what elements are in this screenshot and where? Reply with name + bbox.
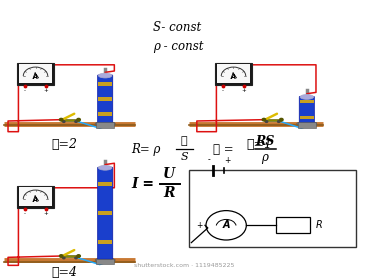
Bar	[98, 241, 112, 244]
Circle shape	[75, 257, 77, 259]
Circle shape	[77, 255, 80, 257]
Text: +: +	[224, 156, 230, 165]
Circle shape	[265, 121, 268, 122]
Text: -: -	[24, 88, 26, 93]
Bar	[98, 97, 112, 101]
Bar	[217, 64, 250, 83]
Circle shape	[60, 255, 63, 257]
Text: R= ρ: R= ρ	[131, 143, 160, 156]
Ellipse shape	[95, 122, 115, 126]
Text: ρ: ρ	[261, 151, 268, 164]
Text: -: -	[24, 211, 26, 216]
Bar	[98, 112, 112, 116]
FancyBboxPatch shape	[98, 75, 113, 123]
Text: -: -	[222, 88, 224, 93]
Bar	[17, 63, 54, 85]
Text: RS: RS	[255, 135, 274, 148]
Text: +: +	[241, 88, 246, 93]
Text: A: A	[33, 197, 38, 203]
Text: S- const: S- const	[153, 21, 201, 34]
Text: ℓ=1: ℓ=1	[246, 138, 272, 151]
FancyBboxPatch shape	[299, 96, 314, 123]
Text: S: S	[180, 151, 188, 162]
Text: ℓ=4: ℓ=4	[52, 266, 78, 279]
Bar	[19, 64, 52, 83]
Circle shape	[77, 118, 80, 121]
Bar	[190, 171, 356, 247]
Bar	[264, 119, 282, 121]
Text: -: -	[208, 156, 210, 165]
Circle shape	[262, 118, 266, 121]
Text: U: U	[163, 167, 176, 181]
Ellipse shape	[95, 258, 115, 262]
Circle shape	[63, 121, 65, 122]
Text: A: A	[222, 220, 230, 230]
Bar	[61, 119, 79, 121]
Text: +: +	[43, 88, 48, 93]
Bar	[300, 116, 314, 119]
Bar	[298, 122, 316, 128]
Ellipse shape	[98, 165, 112, 170]
Text: +: +	[43, 211, 48, 216]
Circle shape	[277, 121, 280, 122]
Text: R: R	[316, 220, 323, 230]
Text: R: R	[164, 186, 175, 200]
Ellipse shape	[98, 73, 112, 78]
Text: +: +	[196, 221, 202, 230]
Text: -: -	[252, 221, 255, 230]
Bar	[98, 82, 112, 86]
Ellipse shape	[300, 95, 314, 99]
FancyBboxPatch shape	[98, 167, 113, 259]
Text: ℓ =: ℓ =	[213, 143, 234, 156]
Text: A: A	[33, 74, 38, 80]
Text: ρ - const: ρ - const	[153, 40, 204, 53]
Circle shape	[280, 118, 283, 121]
Circle shape	[60, 118, 63, 121]
Text: ℓ: ℓ	[181, 136, 187, 146]
Bar	[276, 217, 310, 233]
Circle shape	[63, 257, 65, 259]
Bar	[61, 255, 79, 257]
Bar	[96, 259, 114, 264]
Bar	[98, 182, 112, 186]
Ellipse shape	[297, 122, 317, 126]
Text: I =: I =	[131, 177, 154, 191]
Circle shape	[75, 121, 77, 122]
Bar	[215, 63, 252, 85]
Bar	[300, 100, 314, 103]
Bar	[17, 186, 54, 208]
Text: A: A	[231, 74, 236, 80]
Bar	[19, 187, 52, 206]
Text: ℓ=2: ℓ=2	[52, 138, 78, 151]
Text: shutterstock.com · 1119485225: shutterstock.com · 1119485225	[134, 263, 234, 268]
Circle shape	[206, 211, 246, 240]
Bar	[96, 122, 114, 128]
Bar	[98, 211, 112, 215]
